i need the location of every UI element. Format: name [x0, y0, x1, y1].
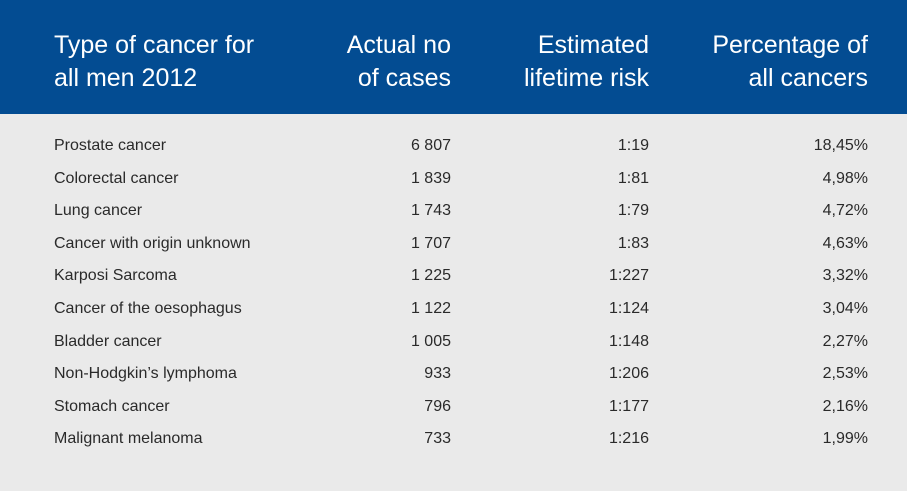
- table-row: Karposi Sarcoma 1 225 1:227 3,32%: [0, 260, 907, 292]
- cell-actual-cases: 933: [424, 365, 451, 383]
- cell-percentage: 2,27%: [822, 332, 868, 350]
- table-header: Type of cancer for all men 2012 Actual n…: [0, 0, 907, 114]
- cell-percentage: 4,72%: [822, 202, 868, 220]
- cell-cancer-type: Karposi Sarcoma: [54, 267, 177, 285]
- table-row: Lung cancer 1 743 1:79 4,72%: [0, 195, 907, 227]
- cell-actual-cases: 796: [424, 397, 451, 415]
- table-row: Prostate cancer 6 807 1:19 18,45%: [0, 130, 907, 162]
- table-row: Colorectal cancer 1 839 1:81 4,98%: [0, 163, 907, 195]
- cell-cancer-type: Non-Hodgkin’s lymphoma: [54, 365, 237, 383]
- table-row: Bladder cancer 1 005 1:148 2,27%: [0, 326, 907, 358]
- cell-lifetime-risk: 1:148: [608, 332, 649, 350]
- cell-actual-cases: 1 839: [410, 169, 451, 187]
- cell-cancer-type: Bladder cancer: [54, 332, 162, 350]
- cell-actual-cases: 1 743: [410, 202, 451, 220]
- cell-percentage: 4,63%: [822, 234, 868, 252]
- cell-percentage: 4,98%: [822, 169, 868, 187]
- cell-cancer-type: Stomach cancer: [54, 397, 170, 415]
- table-row: Stomach cancer 796 1:177 2,16%: [0, 391, 907, 423]
- table-row: Malignant melanoma 733 1:216 1,99%: [0, 423, 907, 455]
- cell-lifetime-risk: 1:79: [617, 202, 649, 220]
- cell-cancer-type: Cancer of the oesophagus: [54, 300, 242, 317]
- cell-percentage: 2,16%: [822, 397, 868, 415]
- cell-lifetime-risk: 1:81: [617, 169, 649, 187]
- cell-percentage: 1,99%: [822, 430, 868, 448]
- cell-actual-cases: 1 005: [410, 332, 451, 350]
- cell-lifetime-risk: 1:206: [608, 365, 649, 383]
- cell-cancer-type: Cancer with origin unknown: [54, 234, 251, 252]
- cell-actual-cases: 1 707: [410, 234, 451, 252]
- column-header-percentage: Percentage of all cancers: [712, 31, 868, 92]
- cell-cancer-type: Lung cancer: [54, 202, 143, 220]
- cell-actual-cases: 1 122: [410, 300, 451, 317]
- cell-lifetime-risk: 1:83: [617, 234, 649, 252]
- cell-lifetime-risk: 1:19: [617, 137, 649, 154]
- cell-actual-cases: 1 225: [410, 267, 451, 285]
- cell-lifetime-risk: 1:177: [608, 397, 649, 415]
- cell-lifetime-risk: 1:216: [608, 430, 649, 448]
- table-row: Cancer of the oesophagus 1 122 1:124 3,04%: [0, 293, 907, 325]
- table-row: Non-Hodgkin’s lymphoma 933 1:206 2,53%: [0, 358, 907, 390]
- table-row: Cancer with origin unknown 1 707 1:83 4,63%: [0, 228, 907, 260]
- column-header-actual-cases: Actual no of cases: [346, 31, 451, 92]
- cell-cancer-type: Malignant melanoma: [54, 430, 203, 448]
- cell-percentage: 3,04%: [822, 300, 868, 317]
- cell-lifetime-risk: 1:227: [608, 267, 649, 285]
- cell-percentage: 2,53%: [822, 365, 868, 383]
- column-header-cancer-type: Type of cancer for all men 2012: [54, 31, 255, 92]
- cell-actual-cases: 6 807: [410, 137, 451, 154]
- cell-actual-cases: 733: [424, 430, 451, 448]
- cell-lifetime-risk: 1:124: [608, 300, 649, 317]
- cell-percentage: 18,45%: [813, 137, 868, 154]
- cell-percentage: 3,32%: [822, 267, 868, 285]
- cell-cancer-type: Colorectal cancer: [54, 169, 179, 187]
- column-header-lifetime-risk: Estimated lifetime risk: [523, 31, 649, 92]
- cell-cancer-type: Prostate cancer: [54, 137, 167, 154]
